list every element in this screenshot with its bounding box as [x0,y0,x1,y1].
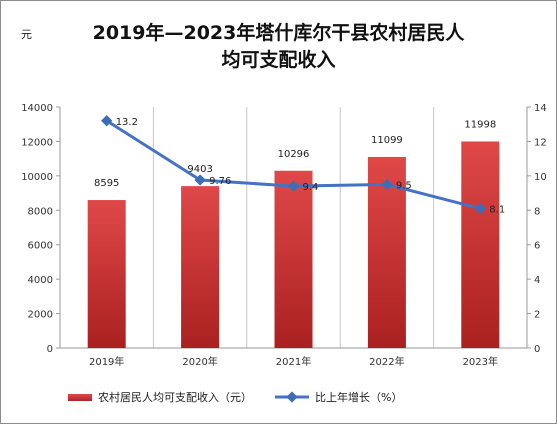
legend-item-income: 农村居民人均可支配收入（元） [68,389,252,405]
x-tick-label: 2023年 [463,355,498,368]
x-tick-label: 2021年 [276,355,311,368]
bar-value-label: 10296 [278,149,310,160]
y-right-tick-label: 6 [534,241,540,252]
y-left-tick-label: 2000 [28,310,53,321]
y-right-tick-label: 10 [534,172,547,183]
legend-item-growth: 比上年增长（%） [275,389,402,405]
legend: 农村居民人均可支配收入（元） 比上年增长（%） [0,389,557,409]
growth-value-label: 9.5 [396,180,412,191]
y-right-tick-label: 2 [534,310,540,321]
growth-value-label: 13.2 [116,117,138,128]
growth-value-label: 9.4 [303,182,319,193]
y-left-tick-label: 8000 [28,206,53,217]
y-right-tick-label: 12 [534,137,547,148]
x-tick-label: 2019年 [89,355,124,368]
bar [181,186,220,348]
y-left-tick-label: 6000 [28,241,53,252]
y-left-tick-label: 10000 [21,172,53,183]
x-tick-label: 2020年 [182,355,217,368]
bar [274,170,313,348]
bar-value-label: 11998 [464,119,496,130]
y-right-tick-label: 14 [534,103,547,114]
y-left-tick-label: 14000 [21,103,53,114]
bar [461,141,500,348]
y-left-tick-label: 12000 [21,137,53,148]
y-right-tick-label: 4 [534,275,540,286]
bar-value-label: 11099 [371,135,403,146]
y-left-tick-label: 0 [47,344,53,355]
legend-swatch-line [275,391,309,403]
bar-value-label: 8595 [94,178,119,189]
y-left-tick-label: 4000 [28,275,53,286]
x-tick-label: 2022年 [369,355,404,368]
growth-value-label: 9.76 [209,176,231,187]
chart-title-line-1: 2019年—2023年塔什库尔干县农村居民人 [92,22,465,44]
growth-point [474,202,486,215]
growth-point [381,178,393,191]
y-right-tick-label: 8 [534,206,540,217]
growth-point [194,174,206,186]
growth-point [287,180,300,192]
legend-label-income: 农村居民人均可支配收入（元） [98,391,252,404]
legend-label-growth: 比上年增长（%） [315,391,403,404]
y-left-unit-label: 元 [21,28,32,41]
bar [87,200,126,348]
legend-swatch-bar [68,393,92,401]
chart-title-line-2: 均可支配收入 [221,49,336,71]
bar-value-label: 9403 [187,164,212,175]
growth-value-label: 8.1 [489,205,505,216]
y-right-tick-label: 0 [534,344,540,355]
